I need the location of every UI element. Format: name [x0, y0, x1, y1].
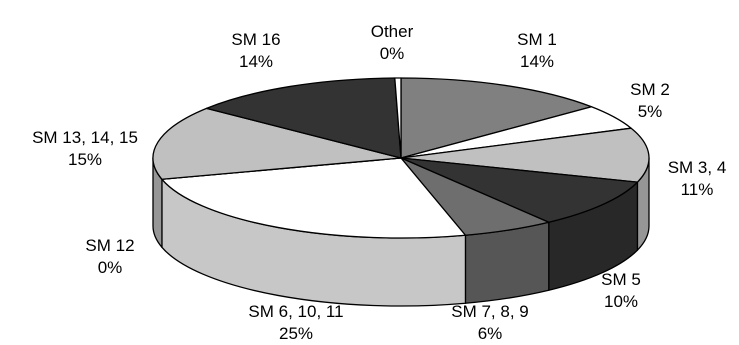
slice-other: [394, 77, 402, 159]
label-name: SM 1: [517, 30, 557, 49]
slice-sm-1: [400, 77, 593, 159]
label-sm-6-10-11: SM 6, 10, 11 25%: [248, 302, 343, 343]
label-sm-13-14-15: SM 13, 14, 15 15%: [32, 128, 138, 169]
label-percent: 0%: [98, 258, 123, 277]
label-name: SM 7, 8, 9: [451, 302, 528, 321]
label-percent: 0%: [380, 44, 405, 63]
label-name: SM 13, 14, 15: [32, 128, 138, 147]
label-percent: 5%: [638, 102, 663, 121]
label-percent: 25%: [279, 324, 313, 343]
label-sm-2: SM 2 5%: [630, 80, 670, 121]
label-name: SM 3, 4: [668, 158, 727, 177]
label-sm-3-4: SM 3, 4 11%: [668, 158, 727, 199]
pie-top-faces: [152, 77, 650, 239]
label-name: SM 12: [85, 236, 134, 255]
label-name: Other: [371, 22, 414, 41]
pie-labels: SM 1 14% SM 2 5% SM 3, 4 11% SM 5 10% SM 7, 8, 9…: [32, 22, 726, 343]
label-percent: 14%: [520, 52, 554, 71]
label-name: SM 6, 10, 11: [248, 302, 343, 321]
slice-sm-5: [400, 157, 639, 223]
label-percent: 10%: [604, 292, 638, 311]
label-name: SM 16: [231, 30, 280, 49]
label-sm-1: SM 1 14%: [517, 30, 557, 71]
label-percent: 11%: [681, 180, 714, 199]
label-sm-16: SM 16 14%: [231, 30, 280, 71]
label-sm-5: SM 5 10%: [601, 270, 641, 311]
label-other: Other 0%: [371, 22, 414, 63]
label-name: SM 2: [630, 80, 670, 99]
slice-sm-3-4: [400, 127, 650, 183]
label-percent: 14%: [239, 52, 273, 71]
label-percent: 6%: [478, 324, 503, 343]
pie-side-walls: [152, 157, 650, 307]
label-sm-7-8-9: SM 7, 8, 9 6%: [451, 302, 528, 343]
slice-sm-16: [205, 77, 402, 159]
slice-sm-6-10-11: [161, 157, 467, 239]
label-sm-12: SM 12 0%: [85, 236, 134, 277]
label-percent: 15%: [68, 150, 102, 169]
slice-sm-13-14-15: [152, 107, 402, 180]
label-name: SM 5: [601, 270, 641, 289]
